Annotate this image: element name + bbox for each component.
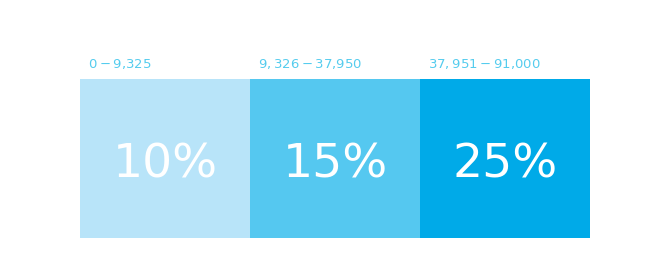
Text: $9,326 - $37,950: $9,326 - $37,950: [258, 57, 362, 71]
Bar: [250, 79, 420, 238]
Text: 25%: 25%: [452, 142, 557, 187]
Bar: [420, 79, 590, 238]
Text: $37,951 - $91,000: $37,951 - $91,000: [428, 57, 541, 71]
Text: 10%: 10%: [113, 142, 218, 187]
Bar: [80, 79, 250, 238]
Text: 15%: 15%: [282, 142, 388, 187]
Text: $0 - $9,325: $0 - $9,325: [88, 57, 152, 71]
